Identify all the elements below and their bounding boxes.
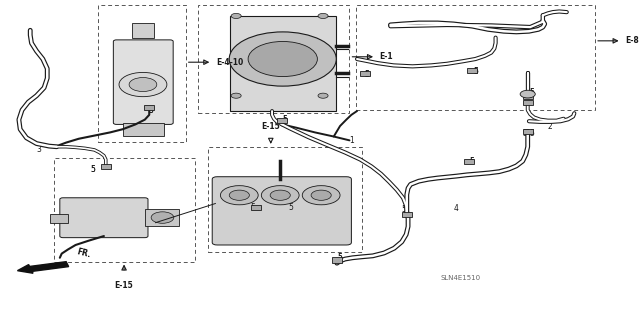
Text: 5: 5 bbox=[364, 70, 369, 79]
Text: E-15: E-15 bbox=[261, 122, 280, 131]
Circle shape bbox=[151, 212, 174, 223]
Bar bbox=[145, 209, 179, 226]
Circle shape bbox=[318, 93, 328, 98]
Text: 5: 5 bbox=[529, 88, 534, 97]
Circle shape bbox=[248, 41, 317, 77]
Circle shape bbox=[270, 190, 291, 200]
Text: 5: 5 bbox=[282, 115, 287, 124]
Circle shape bbox=[261, 186, 299, 205]
Circle shape bbox=[231, 13, 241, 19]
Text: 5: 5 bbox=[474, 67, 479, 76]
Text: 5: 5 bbox=[523, 130, 527, 138]
Circle shape bbox=[231, 93, 241, 98]
Bar bbox=[51, 214, 68, 223]
Circle shape bbox=[220, 186, 258, 205]
Text: SLN4E1510: SLN4E1510 bbox=[441, 275, 481, 280]
FancyArrow shape bbox=[17, 262, 68, 273]
Circle shape bbox=[311, 190, 332, 200]
Bar bbox=[100, 164, 111, 169]
Bar bbox=[98, 5, 186, 142]
Text: E-15: E-15 bbox=[115, 281, 133, 290]
Bar bbox=[208, 147, 362, 252]
Bar bbox=[54, 158, 195, 262]
Text: E-1: E-1 bbox=[380, 52, 394, 61]
Bar bbox=[277, 118, 287, 123]
Bar bbox=[144, 105, 154, 110]
Bar bbox=[332, 257, 342, 263]
Bar bbox=[360, 71, 371, 76]
Text: 5: 5 bbox=[474, 67, 479, 76]
Bar bbox=[198, 5, 349, 113]
Bar bbox=[132, 23, 154, 38]
Text: 1: 1 bbox=[349, 136, 355, 145]
Text: 5: 5 bbox=[282, 115, 287, 124]
Text: 5: 5 bbox=[529, 130, 534, 138]
Bar bbox=[356, 5, 595, 110]
Text: FR.: FR. bbox=[76, 248, 92, 260]
Text: 5: 5 bbox=[337, 253, 342, 262]
Text: 5: 5 bbox=[90, 165, 95, 174]
Bar bbox=[523, 129, 532, 134]
Text: 5: 5 bbox=[289, 203, 293, 212]
FancyBboxPatch shape bbox=[212, 177, 351, 245]
Circle shape bbox=[229, 32, 336, 86]
Text: 2: 2 bbox=[548, 122, 552, 130]
Circle shape bbox=[520, 90, 535, 98]
Bar bbox=[402, 212, 412, 217]
Bar bbox=[230, 16, 335, 111]
FancyBboxPatch shape bbox=[113, 40, 173, 124]
Bar bbox=[523, 94, 532, 99]
Text: 5: 5 bbox=[401, 205, 406, 214]
Text: 5: 5 bbox=[469, 157, 474, 166]
Text: 5: 5 bbox=[469, 157, 474, 166]
Text: 4: 4 bbox=[453, 204, 458, 213]
Text: 5: 5 bbox=[529, 88, 534, 97]
Bar bbox=[252, 205, 261, 210]
Text: 5: 5 bbox=[148, 106, 154, 115]
Text: 5: 5 bbox=[364, 70, 369, 79]
Text: E-4-10: E-4-10 bbox=[216, 58, 243, 67]
Bar bbox=[467, 68, 477, 73]
Circle shape bbox=[119, 72, 167, 97]
Text: 5: 5 bbox=[90, 165, 95, 174]
Circle shape bbox=[318, 13, 328, 19]
Text: 5: 5 bbox=[148, 106, 154, 115]
Bar bbox=[523, 100, 532, 105]
Text: 5: 5 bbox=[250, 203, 255, 212]
Circle shape bbox=[229, 190, 250, 200]
Text: E-8: E-8 bbox=[625, 36, 639, 45]
Bar bbox=[464, 159, 474, 164]
Circle shape bbox=[129, 78, 157, 92]
Text: 5: 5 bbox=[337, 253, 342, 262]
Text: 3: 3 bbox=[36, 145, 42, 154]
FancyBboxPatch shape bbox=[60, 198, 148, 238]
Bar bbox=[123, 123, 164, 136]
Circle shape bbox=[302, 186, 340, 205]
